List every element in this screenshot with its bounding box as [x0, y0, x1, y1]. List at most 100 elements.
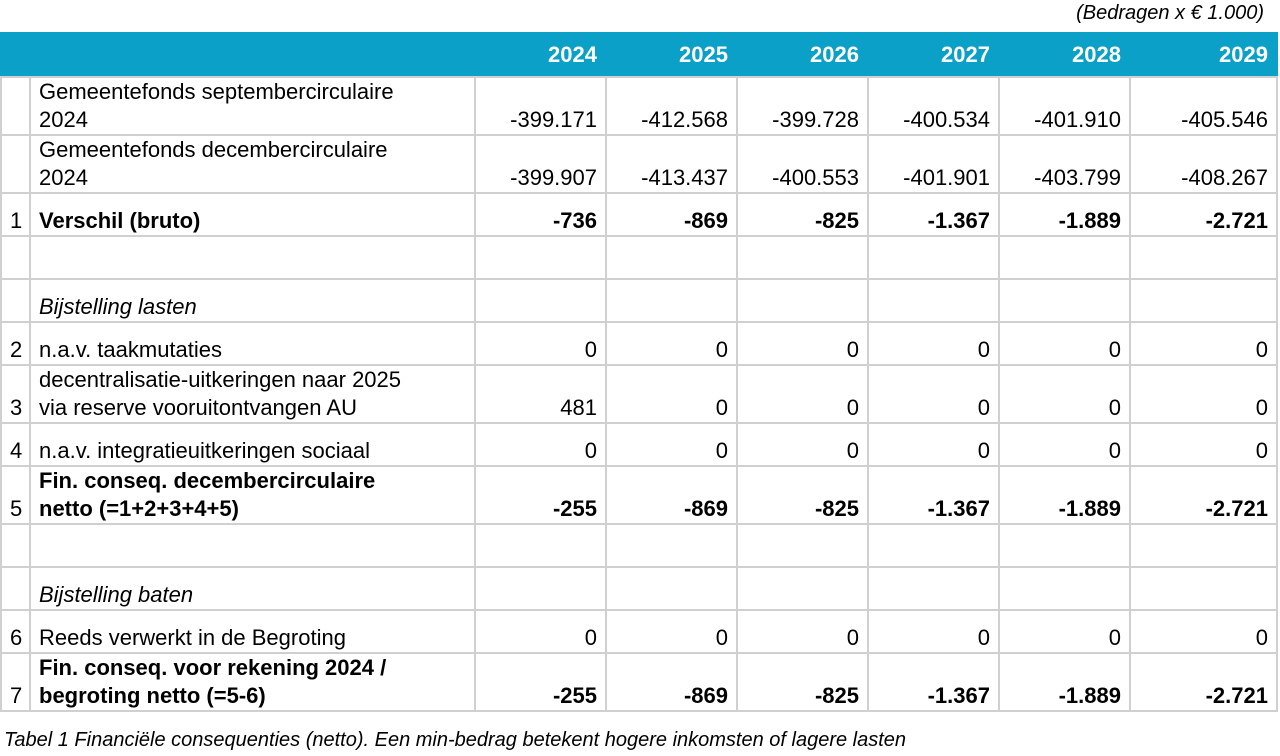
- value-cell: -1.367: [867, 652, 1000, 712]
- value-cell: [998, 278, 1131, 323]
- header-num-cell: [0, 32, 31, 78]
- value-cell: [1129, 278, 1278, 323]
- row-label-line: Gemeentefonds septembercirculaire: [39, 79, 394, 104]
- value-cell: [998, 235, 1131, 280]
- unit-note: (Bedragen x € 1.000): [1076, 2, 1264, 24]
- value-cell: 0: [867, 321, 1000, 366]
- value-cell: 0: [474, 609, 607, 654]
- section-label: Bijstelling baten: [29, 566, 476, 611]
- row-number: 1: [0, 192, 31, 237]
- value-cell: [474, 235, 607, 280]
- row-number: [0, 566, 31, 611]
- value-cell: [605, 523, 738, 568]
- table-row: 3 decentralisatie-uitkeringen naar 2025 v…: [0, 364, 1278, 424]
- value-cell: 0: [605, 321, 738, 366]
- value-cell: [605, 235, 738, 280]
- row-number: 7: [0, 652, 31, 712]
- value-cell: 0: [998, 364, 1131, 424]
- value-cell: 0: [736, 364, 869, 424]
- value-cell: -403.799: [998, 134, 1131, 194]
- row-number: [0, 134, 31, 194]
- value-cell: -2.721: [1129, 652, 1278, 712]
- value-cell: [867, 566, 1000, 611]
- value-cell: 0: [1129, 609, 1278, 654]
- value-cell: 0: [474, 422, 607, 467]
- row-number: 6: [0, 609, 31, 654]
- value-cell: -1.889: [998, 652, 1131, 712]
- value-cell: 0: [605, 364, 738, 424]
- table-row: 2 n.a.v. taakmutaties 0 0 0 0 0 0: [0, 321, 1278, 366]
- value-cell: 0: [605, 422, 738, 467]
- value-cell: [867, 235, 1000, 280]
- row-label-line: 2024: [39, 107, 88, 132]
- row-label: Fin. conseq. voor rekening 2024 / begroti…: [29, 652, 476, 712]
- value-cell: -399.728: [736, 76, 869, 136]
- value-cell: 0: [998, 321, 1131, 366]
- row-number: 5: [0, 465, 31, 525]
- value-cell: -2.721: [1129, 192, 1278, 237]
- row-label: n.a.v. integratieuitkeringen sociaal: [29, 422, 476, 467]
- value-cell: 0: [736, 321, 869, 366]
- value-cell: -412.568: [605, 76, 738, 136]
- value-cell: -400.553: [736, 134, 869, 194]
- row-label: n.a.v. taakmutaties: [29, 321, 476, 366]
- value-cell: 0: [867, 422, 1000, 467]
- value-cell: -1.367: [867, 465, 1000, 525]
- value-cell: 0: [867, 364, 1000, 424]
- header-row: 2024 2025 2026 2027 2028 2029: [0, 32, 1278, 78]
- row-number: 2: [0, 321, 31, 366]
- row-number: 4: [0, 422, 31, 467]
- value-cell: [736, 566, 869, 611]
- table-row: Gemeentefonds decembercirculaire 2024 -39…: [0, 134, 1278, 194]
- row-label-line: Fin. conseq. decembercirculaire: [39, 468, 376, 493]
- row-label-line: via reserve vooruitontvangen AU: [39, 395, 357, 420]
- value-cell: 0: [605, 609, 738, 654]
- table-row: 6 Reeds verwerkt in de Begroting 0 0 0 0…: [0, 609, 1278, 654]
- row-label: Gemeentefonds septembercirculaire 2024: [29, 76, 476, 136]
- value-cell: [867, 523, 1000, 568]
- financial-table: 2024 2025 2026 2027 2028 2029 Gemeentefo…: [0, 32, 1278, 712]
- value-cell: 0: [1129, 321, 1278, 366]
- header-year: 2027: [867, 32, 1000, 78]
- value-cell: [998, 523, 1131, 568]
- section-row: Bijstelling baten: [0, 566, 1278, 611]
- value-cell: [736, 235, 869, 280]
- header-year: 2029: [1129, 32, 1278, 78]
- value-cell: -405.546: [1129, 76, 1278, 136]
- row-label: Gemeentefonds decembercirculaire 2024: [29, 134, 476, 194]
- value-cell: [474, 278, 607, 323]
- value-cell: [867, 278, 1000, 323]
- section-label: Bijstelling lasten: [29, 278, 476, 323]
- value-cell: 0: [736, 422, 869, 467]
- row-label-line: netto (=1+2+3+4+5): [39, 496, 239, 521]
- value-cell: -408.267: [1129, 134, 1278, 194]
- value-cell: 0: [1129, 364, 1278, 424]
- value-cell: -401.910: [998, 76, 1131, 136]
- value-cell: 481: [474, 364, 607, 424]
- row-label-line: Gemeentefonds decembercirculaire: [39, 137, 388, 162]
- row-label-line: begroting netto (=5-6): [39, 683, 266, 708]
- row-label: [29, 523, 476, 568]
- value-cell: [474, 523, 607, 568]
- value-cell: [998, 566, 1131, 611]
- value-cell: -1.889: [998, 465, 1131, 525]
- table-row: Gemeentefonds septembercirculaire 2024 -3…: [0, 76, 1278, 136]
- header-year: 2024: [474, 32, 607, 78]
- value-cell: -736: [474, 192, 607, 237]
- row-label: Verschil (bruto): [29, 192, 476, 237]
- value-cell: -869: [605, 465, 738, 525]
- value-cell: -825: [736, 192, 869, 237]
- value-cell: 0: [998, 422, 1131, 467]
- value-cell: 0: [998, 609, 1131, 654]
- value-cell: -399.171: [474, 76, 607, 136]
- value-cell: -869: [605, 652, 738, 712]
- value-cell: 0: [474, 321, 607, 366]
- value-cell: -413.437: [605, 134, 738, 194]
- value-cell: [605, 278, 738, 323]
- value-cell: [736, 278, 869, 323]
- row-label: Reeds verwerkt in de Begroting: [29, 609, 476, 654]
- value-cell: 0: [1129, 422, 1278, 467]
- table-row: 4 n.a.v. integratieuitkeringen sociaal 0…: [0, 422, 1278, 467]
- table-caption: Tabel 1 Financiële consequenties (netto)…: [4, 729, 907, 751]
- row-number: [0, 278, 31, 323]
